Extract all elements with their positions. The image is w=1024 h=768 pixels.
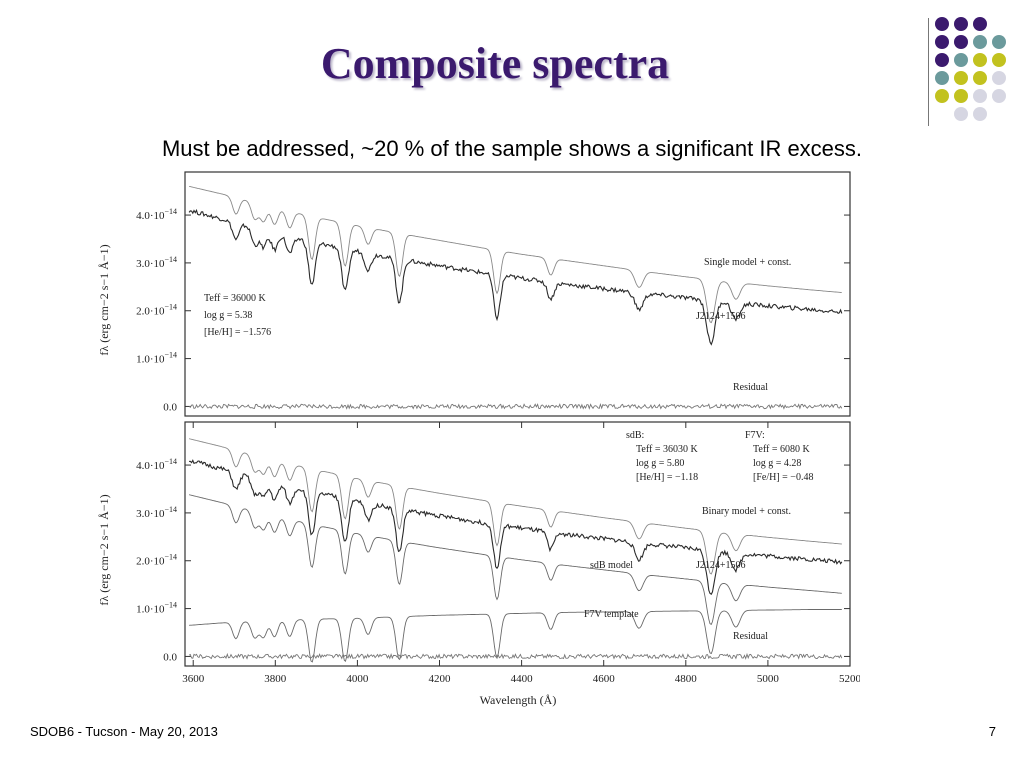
bottom-annotation-f7v-teff: Teff = 6080 K (753, 444, 810, 455)
bottom-annotation-sdb-title: sdB: (626, 430, 644, 441)
top-series-label-residual: Residual (733, 382, 768, 393)
decor-dot (954, 89, 968, 103)
series-line (188, 438, 842, 575)
bottom-series-label-data: J2124+1506 (696, 560, 746, 571)
y-tick-label: 0.0 (163, 401, 177, 413)
y-tick-label: 3.0·10−14 (136, 255, 177, 270)
top-annotation-logg: log g = 5.38 (204, 310, 252, 321)
y-tick-label: 2.0·10−14 (136, 303, 177, 318)
x-tick-label: 5200 (839, 673, 860, 685)
top-annotation-teff: Teff = 36000 K (204, 293, 266, 304)
top-yticks: 4.0·10−14 3.0·10−14 2.0·10−14 1.0·10−14 0.0 (136, 207, 850, 413)
bottom-series-lines (188, 438, 843, 663)
bottom-panel-frame (184, 421, 851, 667)
decor-dot (954, 107, 968, 121)
decor-dot (935, 17, 949, 31)
spectra-figure: 4.0·10−143.0·10−142.0·10−141.0·10−140.0 … (97, 171, 860, 707)
decor-dot (935, 35, 949, 49)
y-tick-label: 4.0·10−14 (136, 207, 177, 222)
bottom-annotation-f7v-logg: log g = 4.28 (753, 458, 801, 469)
y-tick-label: 3.0·10−14 (136, 505, 177, 520)
decor-dot (992, 71, 1006, 85)
x-tick-label: 3600 (182, 673, 205, 685)
decor-dot (935, 89, 949, 103)
slide-title: Composite spectra (320, 39, 670, 88)
x-tick-label: 5000 (757, 673, 780, 685)
decor-dot (954, 35, 968, 49)
bottom-yticks: 4.0·10−14 3.0·10−14 2.0·10−14 1.0·10−14 0.0 (136, 457, 850, 663)
series-line (188, 652, 843, 660)
y-tick-label: 0.0 (163, 651, 177, 663)
bottom-series-label-model: Binary model + const. (702, 506, 791, 517)
bottom-xlabel: Wavelength (Å) (480, 693, 557, 707)
bottom-series-label-residual: Residual (733, 631, 768, 642)
slide-subtitle: Must be addressed, ~20 % of the sample s… (161, 136, 863, 161)
page-number: 7 (988, 724, 996, 739)
decor-dot (973, 89, 987, 103)
series-line (188, 208, 843, 346)
decor-dot (954, 53, 968, 67)
top-series-lines (188, 185, 843, 410)
series-line (189, 609, 842, 663)
x-tick-label: 3800 (264, 673, 287, 685)
x-tick-label: 4000 (346, 673, 369, 685)
series-line (188, 402, 843, 410)
bottom-xticks: 3600 3800 4000 4200 4400 4600 4800 5000 5200 (182, 422, 860, 685)
series-line (189, 185, 842, 324)
decor-dot (935, 53, 949, 67)
y-tick-label: 4.0·10−14 (136, 457, 177, 472)
decor-dot (973, 53, 987, 67)
decor-dot (954, 71, 968, 85)
decor-dot (973, 17, 987, 31)
bottom-annotation-f7v-title: F7V: (745, 430, 765, 441)
x-tick-label: 4800 (675, 673, 698, 685)
top-annotation-heh: [He/H] = −1.576 (204, 327, 271, 338)
top-series-label-data: J2124+1506 (696, 311, 746, 322)
x-tick-label: 4600 (593, 673, 616, 685)
decor-dot (935, 71, 949, 85)
y-tick-label: 1.0·10−14 (136, 601, 177, 616)
bottom-annotation-f7v-feh: [Fe/H] = −0.48 (753, 472, 813, 483)
footer-left: SDOB6 - Tucson - May 20, 2013 (30, 724, 218, 739)
decor-dot (992, 53, 1006, 67)
divider-line (928, 18, 929, 126)
x-tick-label: 4400 (511, 673, 534, 685)
top-series-label-model: Single model + const. (704, 257, 791, 268)
bottom-series-label-f7v: F7V template (584, 609, 639, 620)
bottom-series-label-sdb: sdB model (590, 560, 633, 571)
decor-dot (954, 17, 968, 31)
series-line (189, 459, 843, 595)
decor-dot (973, 35, 987, 49)
decor-dot (992, 89, 1006, 103)
top-ylabel: fλ (erg cm−2 s−1 Å−1) (97, 244, 111, 355)
top-panel: 4.0·10−143.0·10−142.0·10−141.0·10−140.0 … (97, 171, 851, 417)
bottom-ylabel: fλ (erg cm−2 s−1 Å−1) (97, 494, 111, 605)
decorative-dots (935, 17, 1006, 121)
y-tick-label: 2.0·10−14 (136, 553, 177, 568)
series-line (188, 494, 842, 626)
y-tick-label: 1.0·10−14 (136, 351, 177, 366)
bottom-annotation-sdb-teff: Teff = 36030 K (636, 444, 698, 455)
bottom-annotation-sdb-heh: [He/H] = −1.18 (636, 472, 698, 483)
x-tick-label: 4200 (429, 673, 452, 685)
bottom-annotation-sdb-logg: log g = 5.80 (636, 458, 684, 469)
bottom-panel: 4.0·10−143.0·10−142.0·10−141.0·10−140.0 … (97, 421, 860, 707)
top-panel-frame (184, 171, 851, 417)
decor-dot (992, 35, 1006, 49)
decor-dot (973, 71, 987, 85)
decor-dot (973, 107, 987, 121)
